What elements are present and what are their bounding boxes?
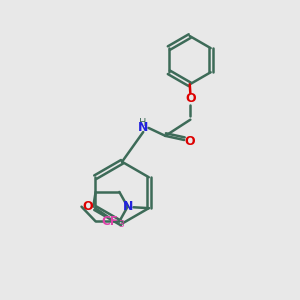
Text: N: N — [122, 200, 133, 213]
Text: 3: 3 — [118, 220, 124, 229]
Text: CF: CF — [102, 214, 118, 228]
Text: N: N — [138, 122, 148, 134]
Text: O: O — [184, 135, 195, 148]
Text: O: O — [82, 200, 93, 213]
Text: O: O — [185, 92, 196, 105]
Text: H: H — [139, 118, 146, 128]
